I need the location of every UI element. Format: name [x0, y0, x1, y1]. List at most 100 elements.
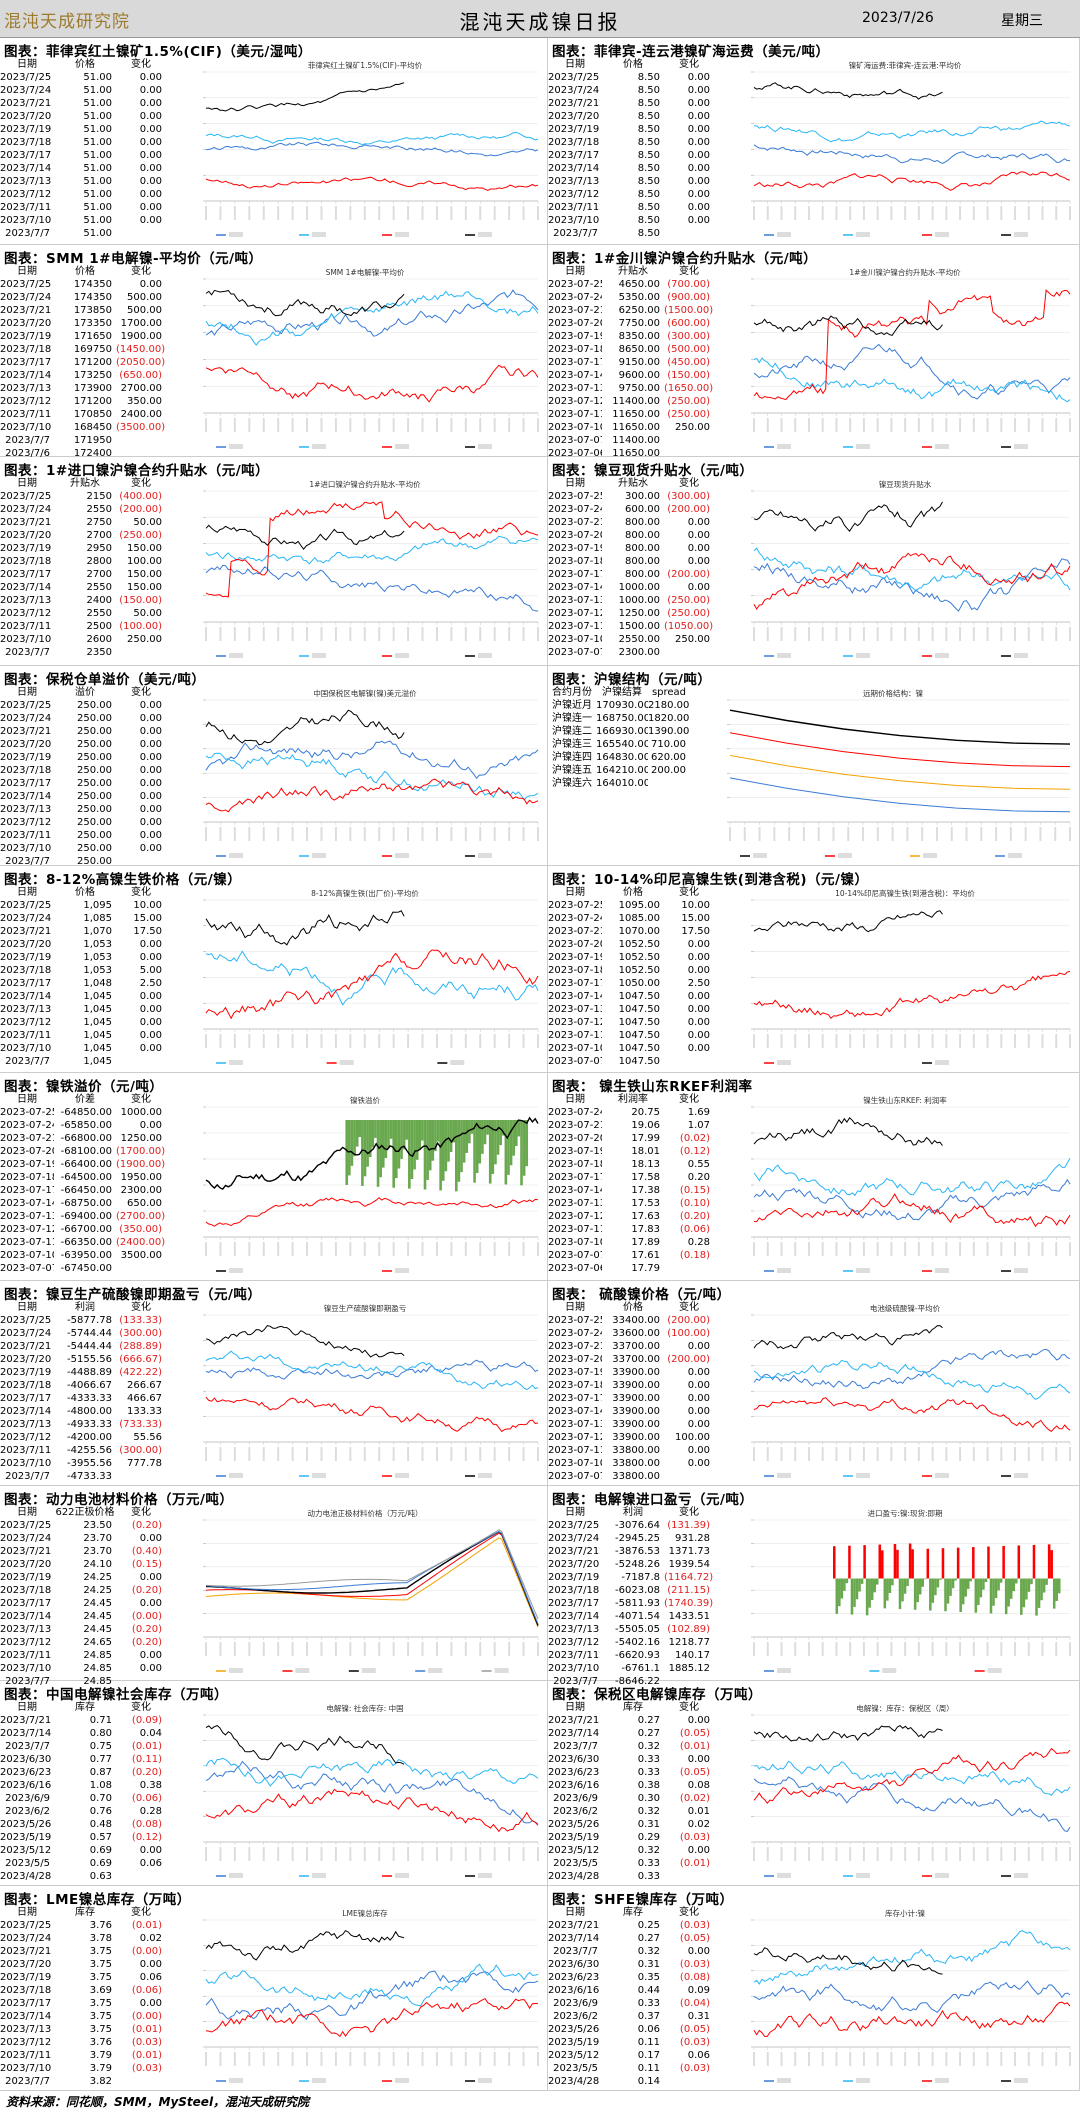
table-row: 2023-07-25 4650.00 (700.00) — [548, 278, 714, 291]
table-cell: 0.37 — [637, 2011, 660, 2022]
table-row: 2023-07-13 -69400.00 (2700.00) — [0, 1210, 166, 1223]
table-cell: 0.00 — [687, 189, 710, 200]
table-cell: 0.20 — [687, 1172, 710, 1183]
series-line — [753, 343, 1071, 400]
table-cell: (0.01) — [131, 1741, 162, 1752]
table-cell: 0.00 — [687, 965, 710, 976]
table-cell: 0.00 — [139, 700, 162, 711]
table-cell: 0.75 — [89, 1741, 112, 1752]
chart-title: LME镍总库存 — [342, 1908, 388, 1918]
table-cell: 600.00 — [625, 504, 660, 515]
table-row: 2023/5/5 0.11 (0.03) — [548, 2062, 714, 2075]
table-row: 2023/6/2 0.32 0.01 — [548, 1805, 714, 1818]
table-cell: 2023/7/14 — [548, 163, 600, 174]
table-cell: 2023-07-18 — [548, 1159, 602, 1170]
line-chart: 库存小计:镍 — [736, 1906, 1074, 2087]
table-cell: 0.00 — [687, 1341, 710, 1352]
table-row: 2023-07-17 800.00 (200.00) — [548, 568, 714, 581]
table-cell: 173850 — [73, 305, 112, 316]
line-chart: 中国保税区电解镍(镍)美元溢价 — [188, 686, 542, 862]
table-cell: 24.85 — [83, 1676, 112, 1687]
report-date: 2023/7/26 — [862, 10, 934, 26]
table-cell: 164010.00 — [596, 778, 648, 789]
table-cell: (0.01) — [131, 1920, 162, 1931]
table-cell: 0.09 — [687, 1985, 710, 1996]
table-header: 日期 价格 变化 — [548, 1301, 714, 1314]
table-row: 2023/7/7 171950 — [0, 434, 166, 447]
table-cell: 0.28 — [687, 1237, 710, 1248]
table-cell: 0.71 — [89, 1715, 112, 1726]
chart-title: 远期价格结构：镍 — [863, 688, 923, 698]
table-cell: 2023-07-06 — [548, 448, 602, 459]
table-cell: 0.70 — [89, 1793, 112, 1804]
table-cell: 2023/7/25 — [548, 1520, 600, 1531]
line-chart: 镍豆生产硫酸镍即期盈亏 — [188, 1301, 542, 1482]
table-cell: 2023-07-19 — [548, 1146, 602, 1157]
table-header: 日期 利润 变化 — [548, 1506, 714, 1519]
table-row: 2023/7/14 1,045 0.00 — [0, 990, 166, 1003]
line-chart: 进口盈亏:镍:现货:即期 — [736, 1506, 1074, 1677]
table-row: 2023/7/12 51.00 0.00 — [0, 188, 166, 201]
table-cell: 2023/7/14 — [0, 1406, 52, 1417]
table-cell: 2023/5/19 — [0, 1832, 52, 1843]
table-row: 2023-07-21 800.00 0.00 — [548, 516, 714, 529]
table-cell: 1218.77 — [668, 1637, 710, 1648]
table-cell: 100.00 — [127, 556, 162, 567]
table-cell: 2023/7/14 — [0, 791, 52, 802]
table-cell: 3.82 — [89, 2076, 112, 2087]
table-cell: 250.00 — [77, 700, 112, 711]
table-row: 2023/7/12 -4200.00 55.56 — [0, 1431, 166, 1444]
panel-title: 图表：菲律宾-连云港镍矿海运费（美元/吨） — [552, 44, 830, 60]
table-cell: 2023-07-13 — [548, 383, 602, 394]
table-cell: (0.10) — [679, 1198, 710, 1209]
table-cell: 0.04 — [139, 1728, 162, 1739]
table-cell: 23.70 — [83, 1546, 112, 1557]
table-cell: 2023-07-17 — [548, 1393, 602, 1404]
table-cell: 2023/7/21 — [0, 726, 52, 737]
table-cell: 8.50 — [637, 215, 660, 226]
series-line — [753, 120, 1071, 143]
table-cell — [116, 434, 166, 447]
table-cell: 0.00 — [139, 1663, 162, 1674]
table-cell: 1047.50 — [618, 991, 660, 1002]
table-cell: 0.48 — [89, 1819, 112, 1830]
table-cell: 2.50 — [687, 978, 710, 989]
table-cell: -66350.00 — [60, 1237, 112, 1248]
table-cell: 2023/7/13 — [0, 595, 52, 606]
table-cell: 0.00 — [139, 98, 162, 109]
table-cell: 0.33 — [637, 1871, 660, 1882]
table-cell: 0.00 — [687, 111, 710, 122]
table-cell: 2023-07-20 — [548, 1354, 602, 1365]
table-cell: 2023/7/12 — [0, 608, 52, 619]
series-line — [205, 289, 539, 337]
table-cell: 2023/7/13 — [0, 383, 52, 394]
table-cell: 0.00 — [687, 1393, 710, 1404]
table-row: 2023-07-21 1070.00 17.50 — [548, 925, 714, 938]
table-cell: 2023/7/10 — [0, 1043, 52, 1054]
table-cell: -5155.56 — [67, 1354, 112, 1365]
table-cell: 1052.50 — [618, 965, 660, 976]
table-cell: 168750.00 — [596, 713, 648, 724]
table-cell: 2350 — [86, 647, 112, 658]
table-cell: 250.00 — [675, 422, 710, 433]
table-cell: 250.00 — [77, 765, 112, 776]
table-cell: 164830.00 — [596, 752, 648, 763]
table-cell: 173350 — [73, 318, 112, 329]
table-row: 2023/7/20 8.50 0.00 — [548, 110, 714, 123]
table-cell: 0.00 — [139, 124, 162, 135]
table-cell: 0.00 — [139, 150, 162, 161]
table-cell: 2023/7/12 — [0, 1017, 52, 1028]
table-cell: 2023-07-20 — [548, 939, 602, 950]
table-row: 2023/7/13 1,045 0.00 — [0, 1003, 166, 1016]
series-line — [753, 1117, 943, 1146]
table-cell: (350.00) — [119, 1224, 162, 1235]
column-header: 622正极价格 — [55, 1507, 115, 1518]
panel-title: 图表：LME镍总库存（万吨） — [4, 1892, 191, 1908]
table-cell: 2023/7/7 — [5, 1741, 50, 1752]
panel-title: 图表：动力电池材料价格（万元/吨） — [4, 1492, 234, 1508]
table-cell: 3.79 — [89, 2050, 112, 2061]
table-row: 2023/7/14 -4800.00 133.33 — [0, 1405, 166, 1418]
table-row: 2023/7/11 -4255.56 (300.00) — [0, 1444, 166, 1457]
table-cell: 0.00 — [687, 991, 710, 1002]
table-row: 2023-07-18 800.00 0.00 — [548, 555, 714, 568]
